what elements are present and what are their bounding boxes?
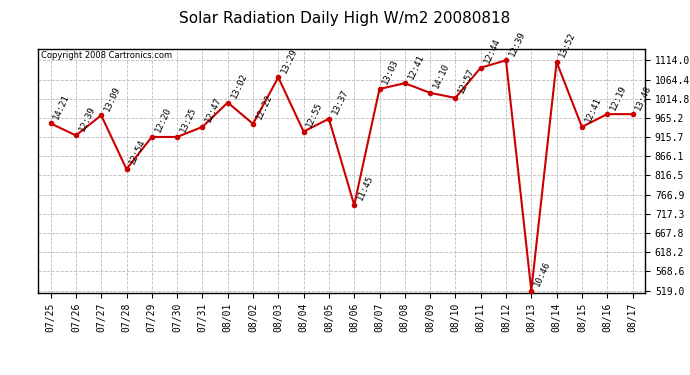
Text: 13:25: 13:25 — [179, 106, 198, 134]
Text: 12:22: 12:22 — [255, 93, 274, 121]
Text: 13:29: 13:29 — [279, 46, 299, 75]
Text: Copyright 2008 Cartronics.com: Copyright 2008 Cartronics.com — [41, 51, 172, 60]
Text: 14:21: 14:21 — [52, 93, 72, 121]
Text: 13:03: 13:03 — [381, 58, 400, 86]
Text: 12:39: 12:39 — [77, 105, 97, 133]
Text: 13:48: 13:48 — [634, 83, 653, 111]
Text: 13:09: 13:09 — [103, 84, 122, 112]
Text: 12:39: 12:39 — [507, 29, 527, 58]
Text: 12:47: 12:47 — [204, 96, 224, 124]
Text: Solar Radiation Daily High W/m2 20080818: Solar Radiation Daily High W/m2 20080818 — [179, 11, 511, 26]
Text: 12:20: 12:20 — [153, 106, 172, 134]
Text: 12:41: 12:41 — [583, 96, 603, 124]
Text: 12:57: 12:57 — [457, 67, 476, 95]
Text: 10:46: 10:46 — [533, 260, 552, 288]
Text: 12:44: 12:44 — [482, 37, 502, 65]
Text: 12:54: 12:54 — [128, 138, 148, 166]
Text: 12:41: 12:41 — [406, 52, 426, 80]
Text: 14:10: 14:10 — [431, 62, 451, 90]
Text: 11:45: 11:45 — [355, 174, 375, 202]
Text: 13:37: 13:37 — [331, 88, 350, 116]
Text: 12:19: 12:19 — [609, 83, 628, 111]
Text: 12:55: 12:55 — [305, 100, 324, 129]
Text: 13:52: 13:52 — [558, 31, 578, 59]
Text: 13:02: 13:02 — [229, 72, 248, 100]
